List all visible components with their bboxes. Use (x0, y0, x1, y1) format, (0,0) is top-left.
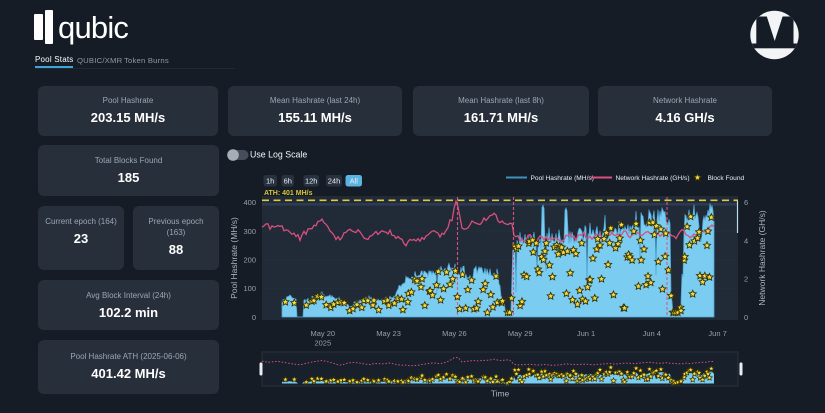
svg-text:Jun 4: Jun 4 (643, 329, 661, 338)
svg-text:May 26: May 26 (442, 329, 467, 338)
svg-text:4: 4 (744, 236, 748, 245)
svg-text:24h: 24h (328, 177, 341, 186)
svg-text:Time: Time (491, 389, 510, 399)
svg-text:Jun 7: Jun 7 (708, 329, 726, 338)
svg-text:12h: 12h (305, 177, 318, 186)
svg-text:May 23: May 23 (376, 329, 401, 338)
svg-text:Use Log Scale: Use Log Scale (250, 150, 307, 160)
svg-text:100: 100 (243, 284, 256, 293)
svg-text:0: 0 (252, 313, 256, 322)
svg-text:Block Found: Block Found (708, 175, 745, 182)
svg-text:6: 6 (744, 198, 748, 207)
svg-text:Pool Hashrate (MH/s): Pool Hashrate (MH/s) (531, 175, 594, 182)
svg-text:Network Hashrate (GH/s): Network Hashrate (GH/s) (757, 210, 767, 306)
svg-text:400: 400 (243, 198, 256, 207)
svg-text:Network Hashrate (GH/s): Network Hashrate (GH/s) (616, 175, 690, 182)
svg-text:ATH: 401 MH/s: ATH: 401 MH/s (264, 190, 313, 197)
svg-text:Pool Hashrate (MH/s): Pool Hashrate (MH/s) (229, 217, 239, 299)
svg-text:All: All (350, 177, 359, 186)
svg-text:6h: 6h (284, 177, 292, 186)
svg-text:1h: 1h (266, 177, 274, 186)
svg-text:Jun 1: Jun 1 (577, 329, 595, 338)
svg-text:May 29: May 29 (508, 329, 533, 338)
svg-text:300: 300 (243, 227, 256, 236)
svg-text:0: 0 (744, 313, 748, 322)
svg-text:May 20: May 20 (310, 329, 335, 338)
svg-text:200: 200 (243, 256, 256, 265)
svg-text:2: 2 (744, 275, 748, 284)
svg-text:2025: 2025 (314, 339, 331, 348)
